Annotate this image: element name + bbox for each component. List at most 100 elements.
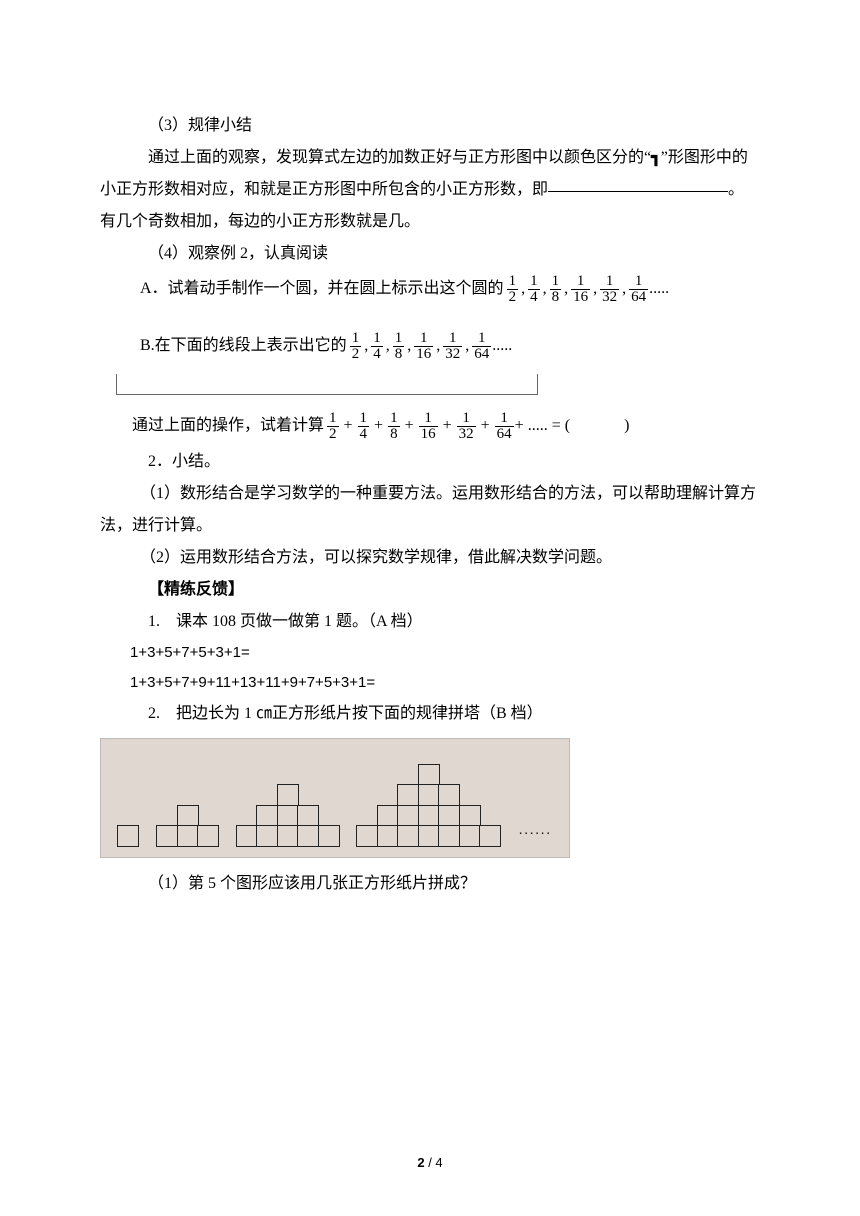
square-tile [438, 825, 460, 847]
fraction: 14 [358, 411, 370, 442]
fraction: 164 [495, 411, 514, 442]
square-tile [318, 825, 340, 847]
square-tile [356, 825, 378, 847]
page-total: 4 [435, 1155, 442, 1170]
fraction: 18 [388, 411, 400, 442]
plus-sign: + [405, 412, 414, 441]
square-tile [397, 825, 419, 847]
item-a-lead: A．试着动手制作一个圆，并在圆上标示出这个圆的 [140, 275, 504, 304]
calc-row: 通过上面的操作，试着计算 12+14+18+116+132+164 + ....… [132, 411, 760, 442]
fraction: 14 [371, 331, 383, 362]
square-tile [277, 784, 299, 806]
fill-blank[interactable] [548, 191, 728, 192]
pyramids-container: ...... [100, 738, 570, 858]
comma-sep: , [521, 275, 525, 304]
section-4-label: （4）观察例 2，认真阅读 [100, 238, 760, 270]
comma-sep: , [436, 332, 440, 361]
fraction: 132 [443, 331, 462, 362]
fraction: 12 [507, 274, 519, 305]
square-tile [459, 805, 481, 827]
square-tile [418, 764, 440, 786]
page-footer: 2 / 4 [0, 1150, 860, 1176]
square-tile [418, 784, 440, 806]
square-tile [418, 825, 440, 847]
fraction: 14 [528, 274, 540, 305]
page-sep: / [425, 1155, 436, 1170]
q1-eq1: 1+3+5+7+5+3+1= [100, 638, 760, 668]
summary-heading: 2．小结。 [100, 446, 760, 478]
calc-tail: ) [624, 412, 629, 441]
answer-blank[interactable] [570, 412, 624, 441]
calc-lead: 通过上面的操作，试着计算 [132, 412, 324, 441]
plus-sign: + [481, 412, 490, 441]
page-number: 2 [417, 1155, 424, 1170]
square-tile [297, 825, 319, 847]
pyramid-figure: ...... [100, 738, 570, 858]
fraction: 116 [414, 331, 433, 362]
q2-sub1: （1）第 5 个图形应该用几张正方形纸片拼成？ [100, 868, 760, 900]
rule-text-1: 通过上面的观察，发现算式左边的加数正好与正方形图中以颜色区分的“ [148, 149, 651, 166]
item-b-tail: ..... [492, 332, 512, 361]
plus-sign: + [344, 412, 353, 441]
summary-2: （2）运用数形结合方法，可以探究数学规律，借此解决数学问题。 [100, 542, 760, 574]
square-tile [377, 805, 399, 827]
comma-sep: , [593, 275, 597, 304]
fraction: 18 [550, 274, 562, 305]
item-b-fractions: 12,14,18,116,132,164 [349, 331, 493, 362]
calc-mid: + ..... = ( [515, 412, 570, 441]
comma-sep: , [564, 275, 568, 304]
pyramid [157, 806, 219, 847]
page: （3）规律小结 通过上面的观察，发现算式左边的加数正好与正方形图中以颜色区分的“… [0, 0, 860, 1216]
item-b-row: B.在下面的线段上表示出它的 12,14,18,116,132,164 ....… [140, 331, 760, 362]
feedback-title: 【精练反馈】 [100, 574, 760, 606]
square-tile [377, 825, 399, 847]
square-tile [418, 805, 440, 827]
fraction: 132 [600, 274, 619, 305]
comma-sep: , [407, 332, 411, 361]
q2-title: 2. 把边长为 1 ㎝正方形纸片按下面的规律拼塔（B 档） [100, 698, 760, 730]
pyramid [236, 786, 339, 848]
corner-symbol: ┓ [651, 149, 661, 166]
rule-paragraph: 通过上面的观察，发现算式左边的加数正好与正方形图中以颜色区分的“┓”形图形中的小… [100, 142, 760, 238]
square-tile [277, 805, 299, 827]
pyramid [357, 765, 501, 847]
section-3-label: （3）规律小结 [100, 110, 760, 142]
ellipsis: ...... [519, 817, 552, 847]
square-tile [177, 825, 199, 847]
fraction: 116 [571, 274, 590, 305]
fraction: 116 [419, 411, 438, 442]
comma-sep: , [386, 332, 390, 361]
fraction: 132 [457, 411, 476, 442]
square-tile [479, 825, 501, 847]
comma-sep: , [364, 332, 368, 361]
calc-fractions: 12+14+18+116+132+164 [326, 411, 515, 442]
square-tile [277, 825, 299, 847]
square-tile [438, 784, 460, 806]
square-tile [297, 805, 319, 827]
fraction: 164 [472, 331, 491, 362]
fraction: 12 [327, 411, 339, 442]
square-tile [438, 805, 460, 827]
item-a-fractions: 12,14,18,116,132,164 [506, 274, 650, 305]
square-tile [236, 825, 258, 847]
pyramid [118, 827, 139, 848]
square-tile [177, 805, 199, 827]
comma-sep: , [465, 332, 469, 361]
number-line [116, 374, 538, 395]
q1-title: 1. 课本 108 页做一做第 1 题。（A 档） [100, 606, 760, 638]
q1-eq2: 1+3+5+7+9+11+13+11+9+7+5+3+1= [100, 668, 760, 698]
square-tile [156, 825, 178, 847]
item-b-lead: B.在下面的线段上表示出它的 [140, 332, 347, 361]
fraction: 12 [350, 331, 362, 362]
square-tile [117, 825, 139, 847]
square-tile [397, 784, 419, 806]
fraction: 18 [393, 331, 405, 362]
square-tile [256, 825, 278, 847]
summary-1: （1）数形结合是学习数学的一种重要方法。运用数形结合的方法，可以帮助理解计算方法… [100, 478, 760, 542]
item-a-tail: ..... [649, 275, 669, 304]
fraction: 164 [629, 274, 648, 305]
comma-sep: , [622, 275, 626, 304]
plus-sign: + [374, 412, 383, 441]
plus-sign: + [443, 412, 452, 441]
comma-sep: , [543, 275, 547, 304]
